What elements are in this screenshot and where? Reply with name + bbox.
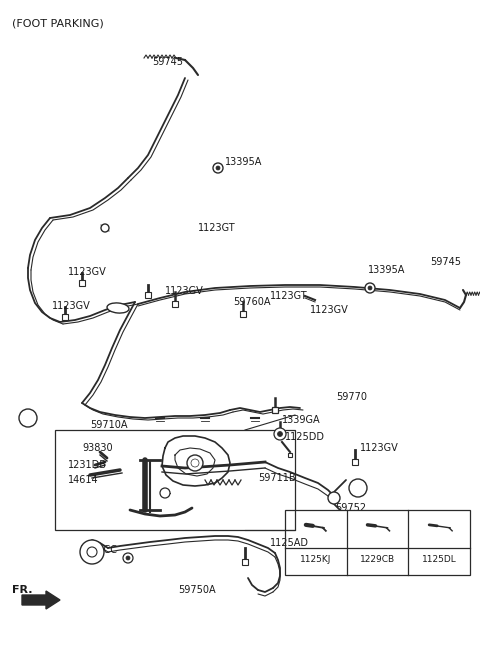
Text: 1125AD: 1125AD (270, 538, 309, 548)
Circle shape (187, 455, 203, 471)
Text: 1125DD: 1125DD (285, 432, 325, 442)
Text: 59770: 59770 (336, 392, 367, 402)
Text: 1125DL: 1125DL (422, 556, 456, 564)
Circle shape (123, 553, 133, 563)
Text: A: A (355, 483, 361, 492)
Text: 59745: 59745 (430, 257, 461, 267)
Text: 13395A: 13395A (225, 157, 263, 167)
Circle shape (191, 459, 199, 467)
Text: 1231DB: 1231DB (68, 460, 107, 470)
Circle shape (87, 547, 97, 557)
Text: 59745: 59745 (152, 57, 183, 67)
Text: 59752: 59752 (335, 503, 366, 513)
FancyArrow shape (22, 591, 60, 609)
Circle shape (328, 492, 340, 504)
Text: 59710A: 59710A (90, 420, 128, 430)
Circle shape (277, 432, 283, 436)
Text: 1123GV: 1123GV (165, 286, 204, 296)
Circle shape (126, 556, 130, 560)
Text: 1123GT: 1123GT (198, 223, 236, 233)
Text: 1123GV: 1123GV (310, 305, 349, 315)
Text: 59711B: 59711B (258, 473, 296, 483)
Text: 1125KJ: 1125KJ (300, 556, 332, 564)
Text: 59760A: 59760A (233, 297, 271, 307)
Text: 1123GV: 1123GV (52, 301, 91, 311)
Text: 1339GA: 1339GA (282, 415, 321, 425)
Text: 1123GT: 1123GT (270, 291, 308, 301)
Text: 14614: 14614 (68, 475, 98, 485)
Bar (55, 430, 295, 530)
Circle shape (213, 163, 223, 173)
Text: 59750A: 59750A (178, 585, 216, 595)
Circle shape (80, 540, 104, 564)
Circle shape (368, 286, 372, 290)
Circle shape (349, 479, 367, 497)
Text: 1123GV: 1123GV (68, 267, 107, 277)
Circle shape (19, 409, 37, 427)
Circle shape (101, 224, 109, 232)
Text: 1123GV: 1123GV (360, 443, 399, 453)
Circle shape (365, 283, 375, 293)
Text: A: A (25, 413, 31, 422)
Text: FR.: FR. (12, 585, 33, 595)
Ellipse shape (107, 303, 129, 313)
Text: 1339CC: 1339CC (80, 545, 118, 555)
Circle shape (274, 428, 286, 440)
Circle shape (160, 488, 170, 498)
Text: (FOOT PARKING): (FOOT PARKING) (12, 18, 104, 28)
Bar (285, 510, 470, 575)
Text: 1229CB: 1229CB (360, 556, 395, 564)
Circle shape (216, 166, 220, 170)
Text: 93830: 93830 (82, 443, 113, 453)
Text: 13395A: 13395A (368, 265, 406, 275)
